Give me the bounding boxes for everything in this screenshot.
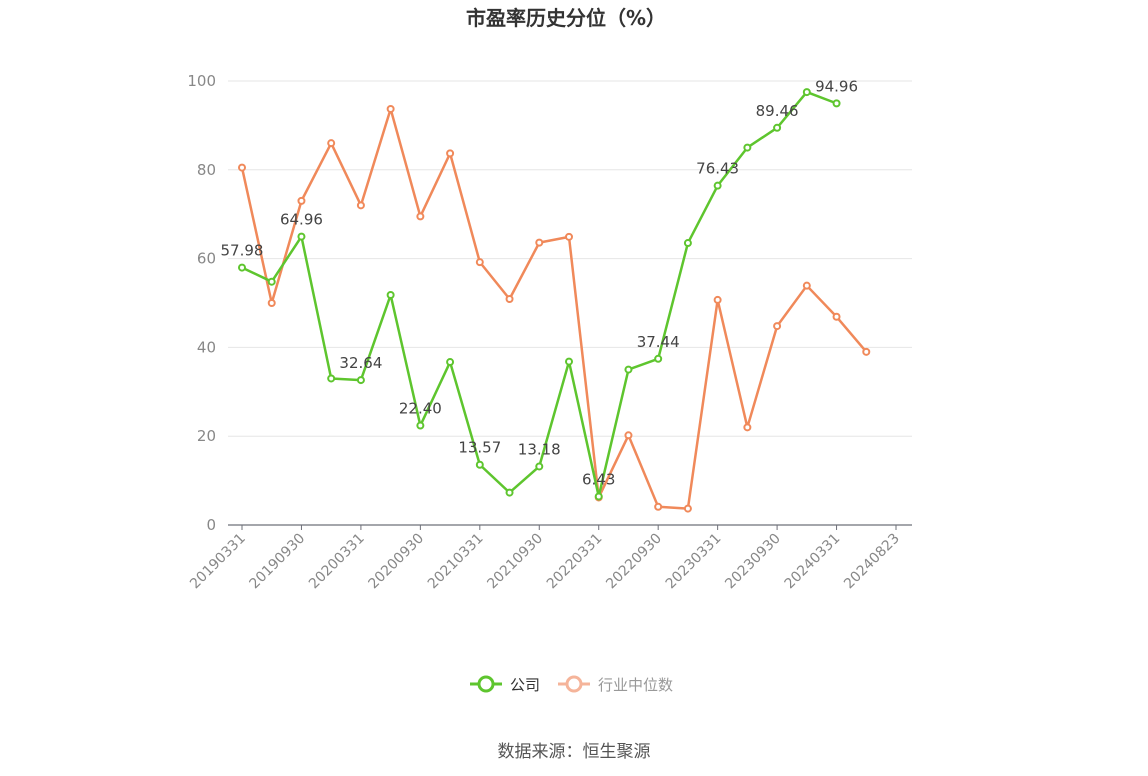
- legend-company-label: 公司: [510, 676, 540, 694]
- x-tick-label: 20240823: [841, 531, 903, 593]
- data-point[interactable]: [743, 423, 752, 432]
- y-tick-label: 0: [206, 516, 216, 534]
- x-tick-label: 20230930: [722, 531, 784, 593]
- data-point[interactable]: [802, 88, 811, 97]
- x-tick-label: 20200331: [306, 531, 368, 593]
- data-point[interactable]: [594, 492, 603, 501]
- legend-industry-median-label: 行业中位数: [598, 676, 673, 694]
- data-label: 89.46: [756, 102, 799, 120]
- x-tick-label: 20210331: [425, 531, 487, 593]
- data-label: 76.43: [696, 160, 739, 178]
- series-line: [240, 107, 868, 510]
- x-tick-label: 20240331: [782, 531, 844, 593]
- data-point[interactable]: [386, 291, 395, 300]
- data-point[interactable]: [565, 232, 573, 241]
- data-label: 37.44: [637, 333, 680, 351]
- data-point[interactable]: [475, 460, 484, 469]
- data-point[interactable]: [535, 238, 544, 247]
- series-layer: [238, 88, 871, 513]
- data-point[interactable]: [238, 163, 246, 172]
- data-point[interactable]: [654, 502, 663, 511]
- data-label: 64.96: [280, 211, 323, 229]
- data-point[interactable]: [624, 431, 633, 440]
- data-point[interactable]: [327, 139, 336, 148]
- data-label: 13.18: [518, 440, 561, 458]
- y-tick-label: 100: [187, 72, 216, 90]
- data-point[interactable]: [832, 99, 841, 108]
- data-label: 57.98: [221, 242, 264, 260]
- data-point[interactable]: [416, 212, 425, 221]
- data-point[interactable]: [773, 123, 782, 132]
- data-labels: 57.98 64.96 32.64 22.40 13.57 13.18 6.43 37.44 7…: [221, 77, 858, 488]
- data-point[interactable]: [475, 258, 484, 267]
- data-point[interactable]: [327, 374, 336, 383]
- y-tick-label: 60: [197, 250, 216, 268]
- data-point[interactable]: [624, 365, 633, 374]
- series-company: [238, 88, 841, 501]
- data-point[interactable]: [535, 462, 544, 471]
- grid-lines: [228, 80, 912, 437]
- x-tick-label: 20220331: [544, 531, 606, 593]
- data-label: 32.64: [339, 354, 382, 372]
- data-point[interactable]: [238, 263, 246, 272]
- series-industry-median: [238, 104, 871, 513]
- data-point[interactable]: [386, 104, 395, 113]
- legend: 公司 行业中位数: [470, 675, 673, 694]
- data-point[interactable]: [446, 358, 455, 367]
- legend-company-circle-icon: [477, 675, 495, 693]
- data-label: 13.57: [458, 439, 501, 457]
- x-tick-label: 20210930: [484, 531, 546, 593]
- legend-industry-median-circle-icon: [565, 675, 583, 693]
- data-point[interactable]: [416, 421, 425, 430]
- data-point[interactable]: [356, 201, 365, 210]
- data-source-text: 数据来源：恒生聚源: [498, 742, 651, 762]
- data-point[interactable]: [832, 312, 841, 321]
- data-label: 22.40: [399, 400, 442, 418]
- x-tick-label: 20230331: [663, 531, 725, 593]
- data-point[interactable]: [267, 299, 276, 307]
- data-point[interactable]: [297, 196, 306, 205]
- legend-item-company[interactable]: 公司: [470, 675, 540, 694]
- legend-item-industry-median[interactable]: 行业中位数: [558, 675, 673, 694]
- data-point[interactable]: [654, 354, 663, 363]
- data-label: 6.43: [582, 470, 615, 488]
- data-point[interactable]: [505, 295, 514, 304]
- data-label: 94.96: [815, 77, 858, 95]
- data-point[interactable]: [713, 181, 722, 190]
- data-point[interactable]: [713, 295, 722, 304]
- data-point[interactable]: [356, 376, 365, 385]
- y-tick-label: 40: [197, 338, 216, 356]
- data-point[interactable]: [862, 347, 871, 356]
- data-point[interactable]: [297, 232, 306, 241]
- x-tick-label: 20190331: [187, 531, 249, 593]
- data-point[interactable]: [683, 504, 692, 513]
- data-point[interactable]: [505, 488, 514, 497]
- x-tick-label: 20220930: [603, 531, 665, 593]
- data-point[interactable]: [446, 149, 455, 158]
- data-point[interactable]: [683, 239, 692, 248]
- y-tick-label: 20: [197, 427, 216, 445]
- data-point[interactable]: [267, 277, 276, 286]
- data-point[interactable]: [565, 357, 573, 366]
- data-point[interactable]: [773, 322, 782, 331]
- axes: 0 20 40 60 80 100 2019033120190930202003312020…: [187, 72, 912, 592]
- y-tick-label: 80: [197, 161, 216, 179]
- chart-title: 市盈率历史分位（%）: [466, 6, 666, 30]
- data-point[interactable]: [743, 143, 752, 152]
- x-tick-label: 20200930: [365, 531, 427, 593]
- data-point[interactable]: [802, 281, 811, 290]
- x-tick-label: 20190930: [247, 531, 309, 593]
